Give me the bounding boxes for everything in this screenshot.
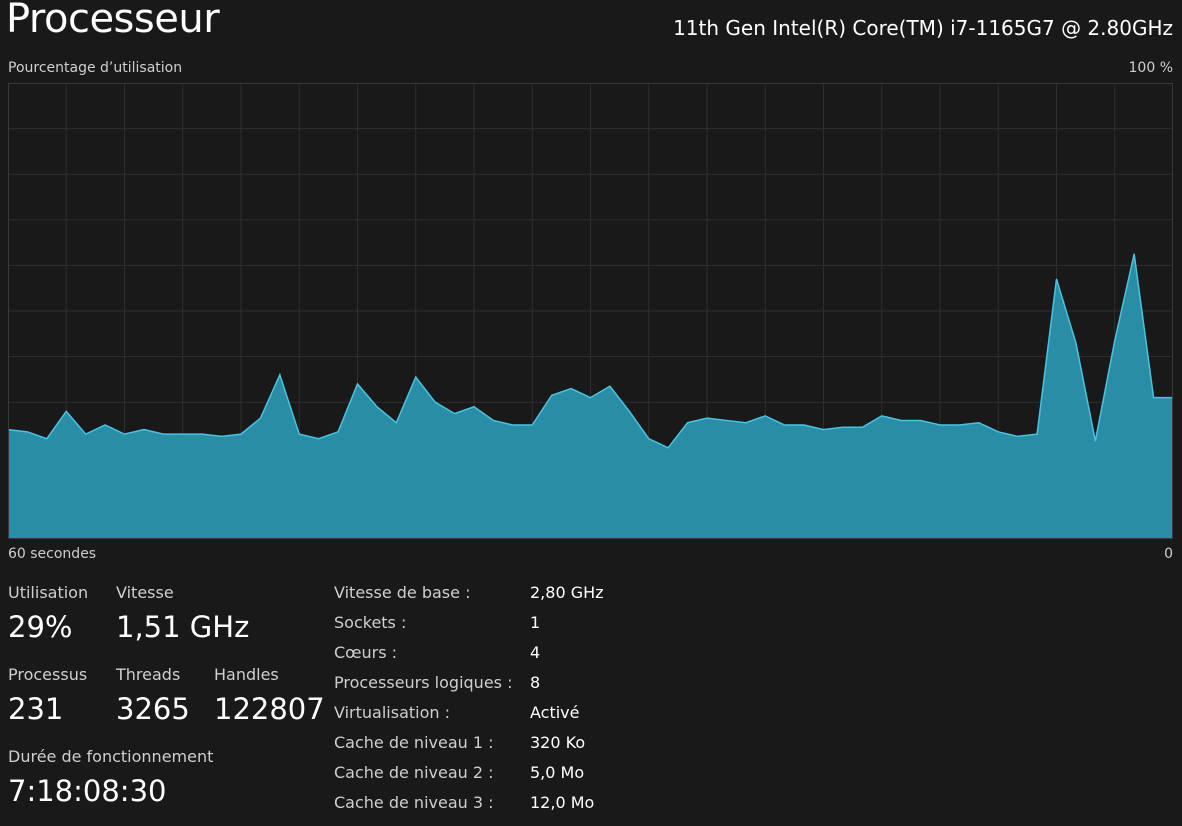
cpu-usage-point [745, 422, 747, 424]
cpu-usage-point [434, 401, 436, 403]
cpu-usage-point [1036, 433, 1038, 435]
cpu-usage-point [551, 394, 553, 396]
cpu-usage-point [1153, 397, 1155, 399]
utilisation-label: Utilisation [8, 583, 89, 602]
cpu-usage-point [1056, 278, 1057, 280]
vitesse-value: 1,51 GHz [116, 610, 250, 644]
cpu-usage-point [337, 431, 339, 433]
cpu-usage-point [842, 426, 844, 428]
cpu-usage-point [143, 429, 145, 431]
info-label-sockets: Sockets : [334, 613, 407, 632]
threads-value: 3265 [116, 692, 190, 726]
processus-label: Processus [8, 665, 88, 684]
handles-value: 122807 [214, 692, 325, 726]
graph-y-axis-label: Pourcentage d’utilisation [8, 60, 183, 76]
cpu-usage-point [978, 422, 980, 424]
cpu-usage-point [395, 422, 397, 424]
graph-x-left-label: 60 secondes [8, 546, 97, 562]
info-value-base-speed: 2,80 GHz [530, 583, 604, 602]
cpu-usage-point [764, 415, 766, 417]
cpu-usage-point [920, 419, 922, 421]
info-label-logical-processors: Processeurs logiques : [334, 673, 513, 692]
cpu-usage-point [376, 406, 378, 408]
cpu-usage-point [85, 433, 87, 435]
cpu-usage-point [240, 433, 242, 435]
cpu-usage-point [104, 424, 106, 426]
cpu-usage-point [939, 424, 941, 426]
cpu-usage-point [1133, 253, 1135, 255]
cpu-usage-point [46, 438, 48, 440]
graph-x-right-label: 0 [1164, 546, 1173, 562]
cpu-usage-point [803, 424, 805, 426]
cpu-usage-point [1075, 342, 1077, 344]
cpu-usage-point [201, 433, 203, 435]
handles-label: Handles [214, 665, 279, 684]
info-value-sockets: 1 [530, 613, 541, 632]
cpu-usage-graph-svg [8, 83, 1173, 539]
cpu-usage-point [259, 417, 261, 419]
cpu-usage-point [182, 433, 184, 435]
info-value-cores: 4 [530, 643, 541, 662]
cpu-usage-point [958, 424, 960, 426]
info-value-logical-processors: 8 [530, 673, 541, 692]
cpu-usage-point [26, 431, 28, 433]
cpu-usage-point [881, 415, 883, 417]
cpu-usage-point [415, 376, 417, 378]
cpu-usage-point [570, 388, 572, 390]
vitesse-label: Vitesse [116, 583, 174, 602]
cpu-usage-point [492, 419, 494, 421]
threads-label: Threads [116, 665, 181, 684]
cpu-usage-point [590, 397, 591, 399]
cpu-usage-point [861, 426, 863, 428]
info-value-virtualization: Activé [530, 703, 580, 722]
cpu-usage-point [162, 433, 164, 435]
cpu-usage-point [628, 410, 630, 412]
cpu-usage-point [531, 424, 533, 426]
uptime-value: 7:18:08:30 [8, 774, 167, 808]
info-label-l1-cache: Cache de niveau 1 : [334, 733, 494, 752]
info-label-virtualization: Virtualisation : [334, 703, 450, 722]
cpu-usage-point [298, 433, 300, 435]
info-label-cores: Cœurs : [334, 643, 398, 662]
cpu-usage-area [8, 254, 1173, 539]
cpu-usage-point [65, 410, 67, 412]
info-label-base-speed: Vitesse de base : [334, 583, 471, 602]
cpu-usage-point [784, 424, 786, 426]
cpu-usage-point [454, 413, 456, 415]
graph-border [8, 83, 1173, 539]
cpu-model-name: 11th Gen Intel(R) Core(TM) i7-1165G7 @ 2… [673, 16, 1173, 40]
cpu-usage-point [997, 431, 999, 433]
cpu-usage-point [648, 438, 650, 440]
cpu-usage-point [221, 435, 223, 437]
utilisation-value: 29% [8, 610, 73, 644]
cpu-usage-point [823, 429, 824, 431]
info-value-l1-cache: 320 Ko [530, 733, 586, 752]
cpu-usage-point [473, 406, 475, 408]
cpu-usage-point [687, 422, 689, 424]
info-value-l3-cache: 12,0 Mo [530, 793, 595, 812]
processus-value: 231 [8, 692, 64, 726]
cpu-usage-graph [8, 83, 1173, 539]
cpu-usage-point [609, 385, 611, 387]
cpu-usage-point [1017, 435, 1019, 437]
cpu-usage-point [279, 374, 281, 376]
uptime-label: Durée de fonctionnement [8, 747, 214, 766]
cpu-usage-point [1094, 440, 1096, 442]
page-title: Processeur [6, 0, 220, 42]
cpu-usage-point [725, 419, 727, 421]
info-label-l3-cache: Cache de niveau 3 : [334, 793, 494, 812]
cpu-usage-point [1114, 340, 1116, 342]
cpu-usage-point [357, 383, 358, 385]
cpu-usage-point [706, 417, 708, 419]
cpu-usage-point [124, 433, 125, 435]
info-value-l2-cache: 5,0 Mo [530, 763, 585, 782]
cpu-usage-point [318, 438, 320, 440]
cpu-usage-point [512, 424, 514, 426]
cpu-usage-point [900, 419, 902, 421]
info-label-l2-cache: Cache de niveau 2 : [334, 763, 494, 782]
cpu-usage-point [667, 447, 669, 449]
graph-y-max-label: 100 % [1128, 60, 1173, 76]
